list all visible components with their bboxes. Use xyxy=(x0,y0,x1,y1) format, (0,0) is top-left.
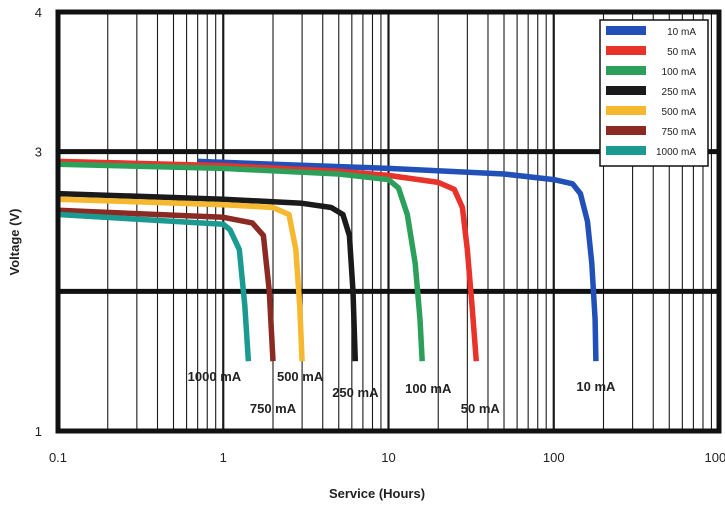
legend: 10 mA 50 mA 100 mA 250 mA 500 mA 750 mA 1000 m… xyxy=(599,19,709,167)
curve-label-750-ma: 750 mA xyxy=(250,401,297,416)
legend-swatch xyxy=(606,146,646,155)
legend-entry-label: 500 mA xyxy=(662,107,697,118)
legend-swatch xyxy=(606,106,646,115)
legend-entry-label: 1000 mA xyxy=(656,147,696,158)
curve-label-100-ma: 100 mA xyxy=(405,381,452,396)
curve-label-250-ma: 250 mA xyxy=(332,385,379,400)
series-line-100-ma xyxy=(57,161,425,362)
legend-entry-label: 250 mA xyxy=(662,87,697,98)
y-axis-label: Voltage (V) xyxy=(7,209,22,276)
legend-entry-label: 50 mA xyxy=(667,47,696,58)
plot-border xyxy=(55,9,722,434)
series-curves xyxy=(57,158,599,362)
series-line-10-ma xyxy=(197,158,599,362)
tick-labels: 0.1 1 10 100 1000 1 3 4 xyxy=(35,5,725,465)
legend-entry-label: 10 mA xyxy=(667,27,696,38)
series-line-1000-ma xyxy=(57,211,252,362)
x-tick-label: 0.1 xyxy=(49,450,67,465)
legend-swatch xyxy=(606,26,646,35)
legend-swatch xyxy=(606,66,646,75)
x-axis-label: Service (Hours) xyxy=(329,486,425,501)
plot-frame xyxy=(55,9,722,434)
curve-label-1000-ma: 1000 mA xyxy=(188,369,242,384)
curve-labels: 10 mA 50 mA 100 mA 250 mA 500 mA 750 mA 1000 m… xyxy=(188,369,616,416)
y-tick-label: 3 xyxy=(35,145,42,160)
x-tick-label: 1 xyxy=(220,450,227,465)
series-line-750-ma xyxy=(57,207,276,362)
y-tick-label: 4 xyxy=(35,5,42,20)
curve-label-10-ma: 10 mA xyxy=(576,379,616,394)
legend-entry-label: 100 mA xyxy=(662,67,697,78)
x-tick-label: 100 xyxy=(543,450,565,465)
legend-swatch xyxy=(606,126,646,135)
series-line-500-ma xyxy=(57,196,305,362)
legend-swatch xyxy=(606,86,646,95)
legend-entry-label: 750 mA xyxy=(662,127,697,138)
legend-swatch xyxy=(606,46,646,55)
x-tick-label: 10 xyxy=(381,450,395,465)
curve-label-50-ma: 50 mA xyxy=(461,401,501,416)
series-line-50-ma xyxy=(57,158,480,362)
y-tick-label: 1 xyxy=(35,424,42,439)
curve-label-500-ma: 500 mA xyxy=(277,369,324,384)
series-line-250-ma xyxy=(57,190,359,362)
x-tick-label: 1000 xyxy=(705,450,725,465)
